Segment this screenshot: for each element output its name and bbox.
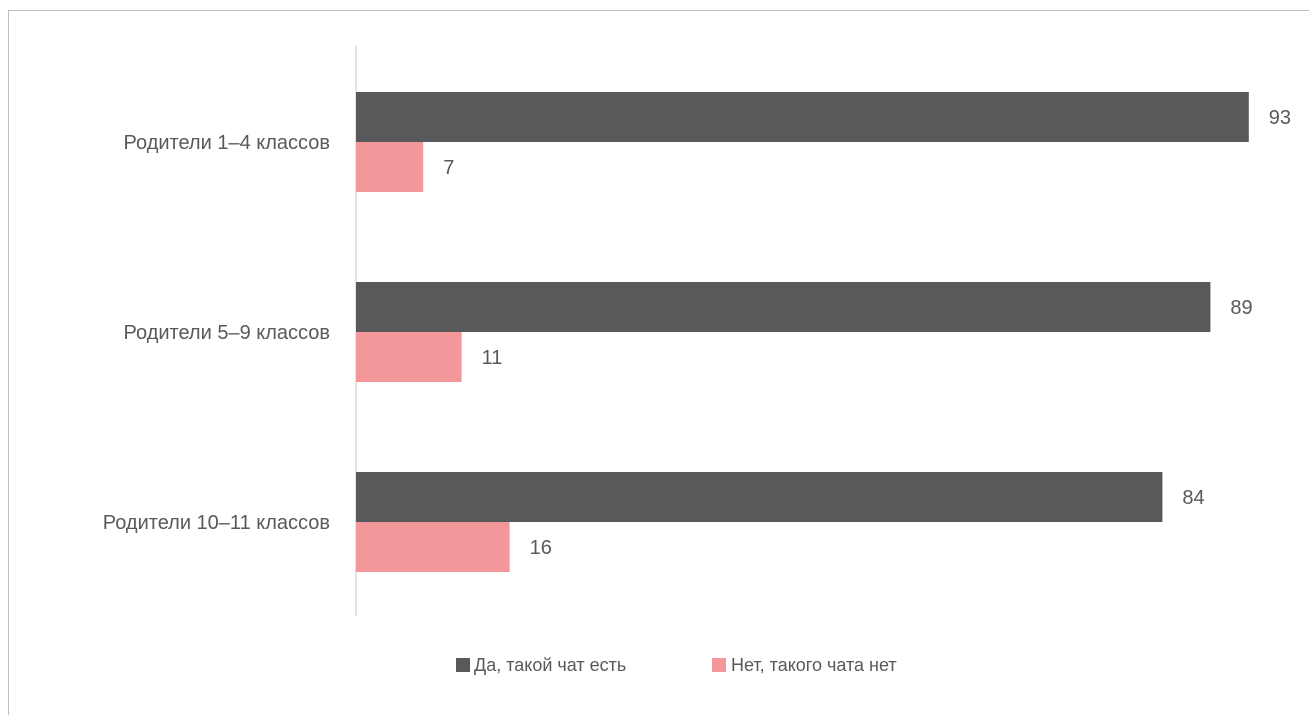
category-label: Родители 1–4 классов — [124, 132, 330, 154]
bars-group: 93 7 89 11 84 16 — [356, 92, 1291, 572]
data-label: 7 — [443, 157, 454, 179]
data-label: 89 — [1230, 297, 1252, 319]
data-label: 84 — [1182, 487, 1204, 509]
bar-no — [356, 522, 510, 572]
data-label: 11 — [482, 347, 503, 369]
category-label: Родители 5–9 классов — [124, 322, 330, 344]
data-label: 93 — [1269, 107, 1291, 129]
bar-yes — [356, 92, 1249, 142]
legend: Да, такой чат есть Нет, такого чата нет — [456, 655, 897, 675]
category-labels-group: Родители 1–4 классов Родители 5–9 классов… — [103, 132, 330, 534]
legend-swatch — [456, 658, 470, 672]
legend-label: Нет, такого чата нет — [731, 655, 897, 675]
bar-no — [356, 142, 424, 192]
category-label: Родители 10–11 классов — [103, 512, 330, 534]
chart-frame — [8, 10, 1309, 715]
legend-swatch — [712, 658, 726, 672]
bar-yes — [356, 282, 1211, 332]
data-label: 16 — [530, 537, 552, 559]
legend-label: Да, такой чат есть — [474, 655, 626, 675]
bar-no — [356, 332, 462, 382]
bar-yes — [356, 472, 1163, 522]
